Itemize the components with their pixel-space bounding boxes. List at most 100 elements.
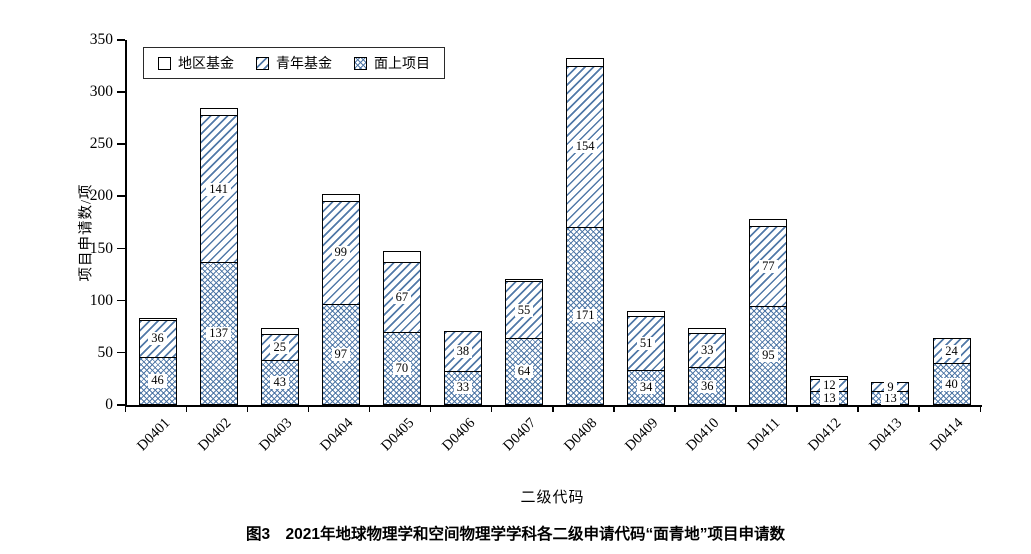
bar-segment: 24 <box>932 338 971 364</box>
stacked-bar: 64 55 <box>505 278 543 405</box>
x-tick-mark <box>185 407 188 412</box>
bar-segment: 13 <box>810 391 849 405</box>
bar-value-label: 64 <box>514 364 534 379</box>
legend-label: 青年基金 <box>276 57 332 72</box>
stacked-bar: 36 33 <box>688 327 727 405</box>
bar-segment: 95 <box>749 305 788 405</box>
y-tick-mark <box>117 143 125 145</box>
bar-value-label: 55 <box>514 303 534 317</box>
bar-value-label: 38 <box>453 344 473 358</box>
x-tick-mark <box>307 407 310 412</box>
stacked-bar: 97 99 <box>321 194 360 405</box>
bar-slot: 137 141 <box>188 40 249 405</box>
stacked-bar: 40 24 <box>932 338 971 405</box>
bar-slot: 33 38 <box>432 40 493 405</box>
x-tick-mark <box>796 407 798 412</box>
x-tick-mark <box>979 407 981 412</box>
bar-slot: 13 9 <box>860 40 921 405</box>
y-tick-mark <box>117 39 125 41</box>
bar-value-label: 40 <box>942 377 961 391</box>
bar-segment <box>382 250 421 263</box>
bar-segment <box>627 311 666 317</box>
bar-segment: 34 <box>627 369 666 405</box>
bar-segment <box>688 327 727 334</box>
bar-segment <box>138 317 177 320</box>
bar-value-label: 36 <box>697 379 717 393</box>
legend-swatch-icon <box>158 56 171 70</box>
x-tick-mark <box>246 407 249 412</box>
bars: 46 36 137 141 43 25 97 99 70 67 33 38 64 55 171 154 34 51… <box>127 40 982 405</box>
bar-segment: 141 <box>199 115 238 263</box>
stacked-bar: 70 67 <box>382 250 421 405</box>
y-tick-label: 50 <box>97 343 114 361</box>
stacked-bar: 13 12 <box>810 375 849 405</box>
bar-value-label: 141 <box>206 182 231 196</box>
bar-segment: 51 <box>627 316 666 370</box>
bar-segment <box>566 57 605 67</box>
bar-value-label: 154 <box>572 140 598 154</box>
bar-segment: 33 <box>688 333 727 368</box>
bar-segment: 36 <box>138 319 177 358</box>
bar-segment <box>749 219 788 226</box>
y-tick-mark <box>117 299 125 302</box>
bar-segment: 154 <box>566 66 605 227</box>
bar-segment: 12 <box>810 379 849 393</box>
stacked-bar: 137 141 <box>199 107 238 405</box>
bar-segment: 25 <box>260 334 299 361</box>
bar-value-label: 13 <box>881 391 900 405</box>
stacked-bar: 34 51 <box>627 311 666 405</box>
bar-value-label: 13 <box>820 391 839 405</box>
stacked-bar: 13 9 <box>871 380 910 405</box>
x-tick-mark <box>368 407 371 412</box>
x-tick-mark <box>918 407 920 412</box>
bar-value-label: 77 <box>759 259 778 273</box>
bar-slot: 36 33 <box>677 40 738 405</box>
bar-segment <box>321 194 360 201</box>
y-tick-mark <box>117 404 125 406</box>
bar-value-label: 12 <box>820 379 839 393</box>
x-axis-title: 二级代码 <box>520 490 585 506</box>
bar-value-label: 43 <box>270 375 289 390</box>
legend-item: 面上项目 <box>354 53 430 73</box>
bar-slot: 46 36 <box>127 40 188 405</box>
legend-label: 地区基金 <box>178 57 234 72</box>
legend-swatch-icon <box>256 56 269 70</box>
bar-slot: 64 55 <box>493 40 554 405</box>
bar-segment: 70 <box>382 332 421 405</box>
bar-slot: 40 24 <box>921 40 982 405</box>
x-tick-mark <box>552 407 554 412</box>
bar-value-label: 171 <box>572 309 598 323</box>
x-tick-mark <box>429 407 432 412</box>
bar-segment: 33 <box>443 370 482 405</box>
bar-slot: 95 77 <box>738 40 799 405</box>
bar-value-label: 46 <box>148 374 167 388</box>
bar-slot: 70 67 <box>371 40 432 405</box>
bar-value-label: 137 <box>206 326 231 341</box>
plot-area: 地区基金 青年基金 面上项目 46 36 137 141 43 25 97 99 70 67 33 38 6… <box>125 40 982 407</box>
bar-segment <box>260 327 299 335</box>
figure-caption: 图3 2021年地球物理学和空间物理学学科各二级申请代码“面青地”项目申请数 <box>245 526 786 543</box>
x-tick-mark <box>857 407 859 412</box>
bar-segment: 67 <box>382 262 421 332</box>
y-tick-label: 200 <box>89 187 113 205</box>
bar-value-label: 70 <box>392 361 412 376</box>
stacked-bar: 171 154 <box>566 57 605 405</box>
bar-segment: 9 <box>871 380 910 394</box>
x-tick-mark <box>613 407 615 412</box>
y-tick-label: 0 <box>105 396 113 413</box>
stacked-bar: 95 77 <box>749 219 788 405</box>
bar-value-label: 51 <box>636 336 656 351</box>
bar-segment <box>199 107 238 116</box>
y-tick-label: 300 <box>89 83 113 101</box>
bar-value-label: 25 <box>270 340 289 355</box>
bar-segment: 43 <box>260 360 299 405</box>
bar-segment: 36 <box>688 367 727 405</box>
bar-value-label: 97 <box>331 347 351 361</box>
bar-segment: 64 <box>505 338 543 405</box>
x-tick-mark <box>490 407 493 412</box>
bar-slot: 43 25 <box>249 40 310 405</box>
legend-item: 地区基金 <box>158 53 234 73</box>
bar-segment: 97 <box>321 303 360 405</box>
stacked-bar: 33 38 <box>443 330 482 405</box>
